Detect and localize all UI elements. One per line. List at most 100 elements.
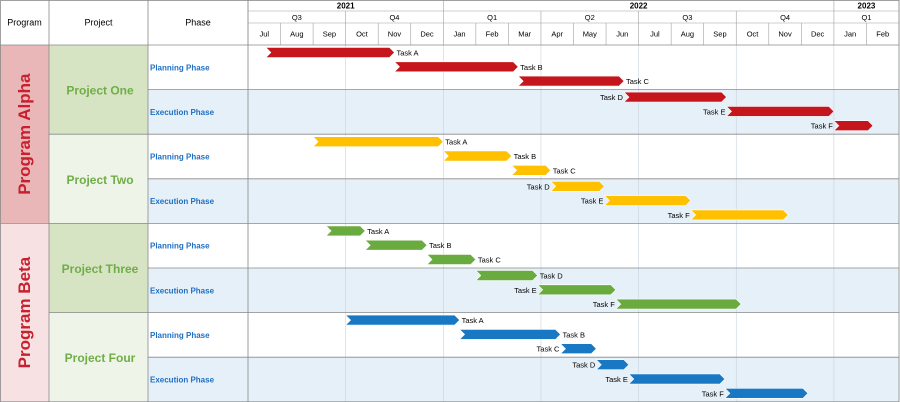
month-label: Feb	[876, 30, 889, 39]
task-bar[interactable]	[325, 225, 366, 237]
project-cell	[49, 223, 148, 313]
task-label: Task D	[527, 182, 551, 191]
task-label: Task E	[605, 375, 628, 384]
task-label: Task F	[593, 300, 616, 309]
header-phase: Phase	[185, 18, 211, 28]
month-label: Jul	[259, 30, 269, 39]
phase-label-execution: Execution Phase	[150, 108, 215, 117]
month-label: Jan	[454, 30, 466, 39]
task-bar[interactable]	[475, 270, 539, 281]
month-label: Mar	[518, 30, 531, 39]
month-label: Aug	[290, 30, 303, 39]
task-bar[interactable]	[312, 136, 444, 147]
month-label: Sep	[713, 30, 726, 39]
task-label: Task B	[520, 63, 543, 72]
task-label: Task B	[429, 241, 452, 250]
year-label: 2022	[630, 2, 648, 11]
task-bar[interactable]	[603, 195, 692, 206]
task-bar[interactable]	[559, 343, 597, 355]
quarter-label: Q2	[585, 13, 595, 22]
phase-label-planning: Planning Phase	[150, 331, 210, 340]
phase-label-execution: Execution Phase	[150, 376, 215, 385]
quarter-label: Q1	[861, 13, 871, 22]
task-bar[interactable]	[344, 314, 461, 326]
quarter-label: Q1	[487, 13, 497, 22]
year-label: 2021	[337, 2, 355, 11]
task-label: Task C	[537, 345, 561, 354]
task-label: Task A	[396, 49, 418, 58]
quarter-label: Q4	[389, 13, 399, 22]
task-bar[interactable]	[628, 373, 726, 385]
task-bar[interactable]	[265, 47, 395, 58]
task-bar[interactable]	[393, 61, 519, 73]
phase-label-planning: Planning Phase	[150, 242, 210, 251]
program-name: Program Beta	[15, 256, 34, 368]
project-name: Project One	[66, 84, 134, 98]
month-label: Dec	[811, 30, 825, 39]
task-label: Task E	[514, 286, 537, 295]
task-label: Task A	[462, 316, 484, 325]
year-label: 2023	[858, 2, 876, 11]
task-bar[interactable]	[725, 106, 835, 117]
month-label: May	[583, 30, 597, 39]
task-label: Task D	[600, 93, 624, 102]
phase-label-planning: Planning Phase	[150, 63, 210, 72]
header-project: Project	[84, 18, 113, 28]
project-cell	[49, 134, 148, 224]
task-bar[interactable]	[510, 165, 552, 176]
task-label: Task F	[811, 122, 834, 131]
quarter-label: Q3	[682, 13, 692, 22]
program-name: Program Alpha	[15, 73, 34, 195]
planning-row	[148, 223, 899, 268]
month-label: Oct	[747, 30, 760, 39]
project-cell	[49, 312, 148, 402]
task-label: Task A	[367, 227, 389, 236]
project-name: Project Four	[65, 351, 136, 365]
program-cell	[0, 45, 49, 224]
task-bar[interactable]	[615, 298, 742, 310]
task-bar[interactable]	[833, 120, 874, 131]
quarter-label: Q4	[780, 13, 790, 22]
project-cell	[49, 45, 148, 135]
task-bar[interactable]	[549, 181, 605, 192]
task-label: Task E	[703, 107, 726, 116]
month-label: Dec	[420, 30, 434, 39]
task-label: Task C	[478, 256, 502, 265]
task-bar[interactable]	[689, 209, 789, 221]
task-bar[interactable]	[426, 254, 477, 265]
task-label: Task B	[562, 330, 585, 339]
task-bar[interactable]	[364, 239, 428, 251]
project-name: Project Two	[66, 173, 133, 187]
project-name: Project Three	[62, 262, 139, 276]
task-bar[interactable]	[595, 359, 630, 371]
task-bar[interactable]	[623, 91, 727, 103]
month-label: Jan	[844, 30, 856, 39]
task-label: Task B	[514, 152, 537, 161]
quarter-label: Q3	[292, 13, 302, 22]
month-label: Nov	[388, 30, 402, 39]
month-label: Sep	[323, 30, 336, 39]
task-label: Task C	[553, 166, 577, 175]
month-label: Aug	[681, 30, 694, 39]
month-label: Nov	[778, 30, 792, 39]
task-bar[interactable]	[517, 75, 625, 87]
phase-label-planning: Planning Phase	[150, 153, 210, 162]
header-program: Program	[7, 18, 42, 28]
month-label: Jul	[650, 30, 660, 39]
task-label: Task D	[540, 272, 564, 281]
task-label: Task F	[702, 389, 725, 398]
task-bar[interactable]	[458, 329, 561, 340]
task-label: Task F	[668, 211, 691, 220]
task-bar[interactable]	[536, 284, 617, 296]
task-label: Task C	[626, 77, 650, 86]
month-label: Jun	[616, 30, 628, 39]
task-bar[interactable]	[442, 150, 513, 162]
phase-label-execution: Execution Phase	[150, 286, 215, 295]
month-label: Oct	[356, 30, 369, 39]
month-label: Feb	[486, 30, 499, 39]
month-label: Apr	[551, 30, 563, 39]
task-label: Task D	[572, 361, 596, 370]
phase-label-execution: Execution Phase	[150, 197, 215, 206]
task-bar[interactable]	[724, 387, 809, 399]
